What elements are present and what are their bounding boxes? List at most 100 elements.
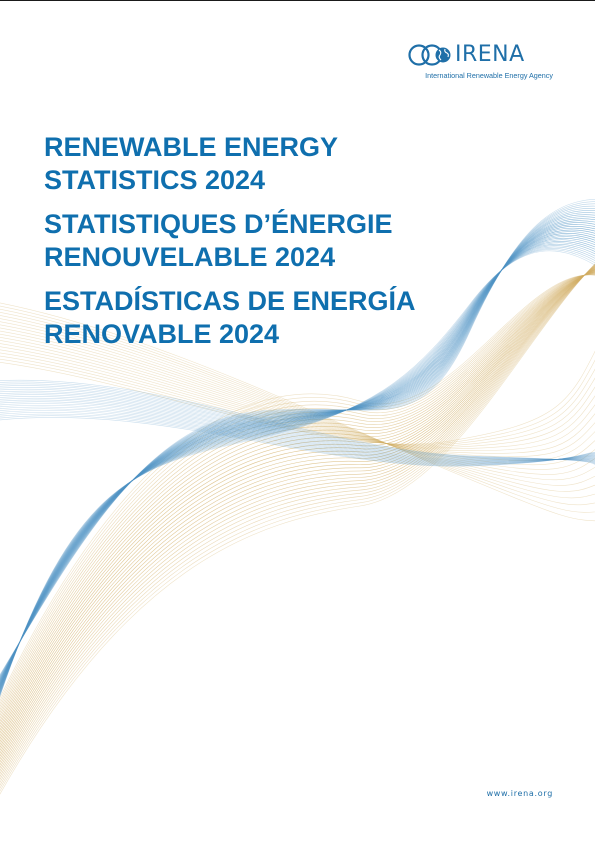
wave-strand: [0, 269, 595, 749]
wave-strand: [0, 263, 595, 789]
report-titles: RENEWABLE ENERGY STATISTICS 2024 STATIST…: [44, 131, 416, 362]
wave-strand: [0, 268, 595, 754]
wave-strand: [0, 321, 595, 481]
wave-strand: [0, 249, 595, 697]
wave-strand: [0, 265, 595, 775]
wave-strand: [0, 352, 595, 447]
wave-strand: [0, 248, 595, 696]
wave-strand: [0, 267, 595, 763]
wave-strand: [0, 246, 595, 695]
wave-strand: [0, 387, 595, 463]
title-line: STATISTIQUES D’ÉNERGIE: [44, 209, 393, 239]
wave-strand: [0, 410, 595, 465]
wave-strand: [0, 264, 595, 784]
wave-strand: [0, 388, 595, 462]
wave-strand: [0, 324, 595, 475]
wave-strand: [0, 243, 595, 694]
wave-strand: [0, 318, 595, 486]
wave-strand: [0, 271, 595, 725]
wave-strand: [0, 203, 595, 677]
wave-strand: [0, 266, 595, 766]
wave-strand: [0, 270, 595, 740]
wave-strand: [0, 394, 595, 461]
irena-logo[interactable]: IRENA International Renewable Energy Age…: [408, 41, 553, 81]
wave-strand: [0, 381, 595, 465]
wave-strand: [0, 273, 595, 717]
wave-strand: [0, 343, 595, 451]
title-french: STATISTIQUES D’ÉNERGIE RENOUVELABLE 2024: [44, 208, 416, 274]
title-english: RENEWABLE ENERGY STATISTICS 2024: [44, 131, 416, 197]
logo-tagline: International Renewable Energy Agency: [425, 71, 553, 80]
wave-strand: [0, 397, 595, 462]
wave-strand: [0, 201, 595, 676]
wave-strand: [0, 390, 595, 462]
wave-strand: [0, 266, 595, 769]
wave-strand: [0, 267, 595, 760]
wave-strand: [0, 392, 595, 461]
wave-strand: [0, 245, 595, 695]
wave-strand: [0, 312, 595, 499]
wave-strand: [0, 269, 595, 746]
wave-strand: [0, 272, 595, 719]
wave-strand: [0, 302, 595, 522]
wave-strand: [0, 383, 595, 464]
wave-strand: [0, 399, 595, 462]
wave-strand: [0, 308, 595, 506]
wave-strand: [0, 270, 595, 734]
wave-strand: [0, 264, 595, 786]
wave-strand: [0, 413, 595, 466]
wave-strand: [0, 273, 595, 711]
wave-strand: [0, 263, 595, 792]
blue-wave-group: [0, 199, 595, 698]
wave-strand: [0, 330, 595, 466]
wave-strand: [0, 337, 595, 457]
wave-strand: [0, 199, 595, 676]
title-spanish: ESTADÍSTICAS DE ENERGÍA RENOVABLE 2024: [44, 285, 416, 351]
wave-strand: [0, 265, 595, 781]
wave-strand: [0, 305, 595, 513]
wave-strand: [0, 272, 595, 722]
wave-strand: [0, 267, 595, 757]
wave-strand: [0, 250, 595, 698]
title-line: STATISTICS 2024: [44, 165, 266, 195]
wave-strand: [0, 274, 595, 705]
globe-icon: [408, 44, 451, 66]
wave-strand: [0, 358, 595, 446]
wave-strand: [0, 266, 595, 772]
wave-strand: [0, 270, 595, 737]
wave-strand: [0, 340, 595, 454]
wave-strand: [0, 315, 595, 492]
wave-strand: [0, 349, 595, 448]
wave-strand: [0, 415, 595, 467]
title-line: RENOVABLE 2024: [44, 319, 280, 349]
wave-strand: [0, 385, 595, 463]
wave-strand: [0, 333, 595, 461]
wave-strand: [0, 346, 595, 450]
wave-strand: [0, 396, 595, 461]
title-line: ESTADÍSTICAS DE ENERGÍA: [44, 286, 416, 316]
wave-strand: [0, 268, 595, 752]
wave-strand: [0, 263, 595, 795]
wave-strand: [0, 411, 595, 465]
wave-strand: [0, 273, 595, 714]
wave-strand: [0, 274, 595, 699]
wave-strand: [0, 408, 595, 464]
website-link[interactable]: www.irena.org: [486, 789, 553, 798]
wave-strand: [0, 350, 595, 445]
wave-strand: [0, 271, 595, 728]
wave-strand: [0, 417, 595, 467]
wave-strand: [0, 274, 595, 702]
wave-strand: [0, 401, 595, 463]
wave-strand: [0, 355, 595, 446]
wave-strand: [0, 406, 595, 464]
logo-wordmark: IRENA: [455, 42, 525, 67]
wave-strand: [0, 269, 595, 743]
wave-strand: [0, 403, 595, 463]
title-line: RENEWABLE ENERGY: [44, 132, 339, 162]
wave-strand: [0, 327, 595, 470]
wave-strand: [0, 265, 595, 778]
wave-strand: [0, 271, 595, 731]
wave-strand: [0, 274, 595, 708]
wave-strand: [0, 379, 595, 465]
